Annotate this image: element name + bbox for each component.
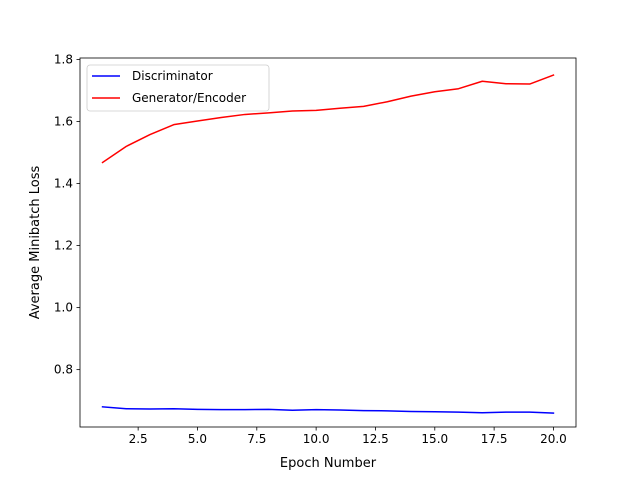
x-tick-label: 20.0 (540, 432, 567, 446)
y-tick-label: 1.6 (54, 115, 73, 129)
x-tick-label: 2.5 (129, 432, 148, 446)
x-tick-label: 17.5 (481, 432, 508, 446)
x-tick-label: 12.5 (362, 432, 389, 446)
legend: Discriminator Generator/Encoder (86, 64, 270, 112)
y-tick-label: 1.2 (54, 239, 73, 253)
axes-frame (79, 57, 577, 428)
series-line-0 (101, 406, 555, 414)
axes: 2.5 5.0 7.5 10.0 12.5 15.0 17.5 20.0 0.8 1.0 1.2 1.… (54, 53, 577, 446)
y-tick-label: 1.0 (54, 301, 73, 315)
legend-label-0: Discriminator (132, 69, 213, 83)
y-tick-label: 1.4 (54, 177, 73, 191)
series-line-1 (101, 74, 555, 164)
x-tick-label: 5.0 (188, 432, 207, 446)
x-axis-label: Epoch Number (280, 456, 377, 471)
y-tick-label: 1.8 (54, 53, 73, 67)
x-tick-label: 7.5 (247, 432, 266, 446)
y-tick-label: 0.8 (54, 363, 73, 377)
legend-box (86, 64, 270, 112)
plot-area (101, 74, 555, 414)
x-tick-label: 10.0 (303, 432, 330, 446)
x-tick-label: 15.0 (421, 432, 448, 446)
y-axis-label: Average Minibatch Loss (28, 166, 43, 320)
legend-label-1: Generator/Encoder (132, 91, 246, 105)
